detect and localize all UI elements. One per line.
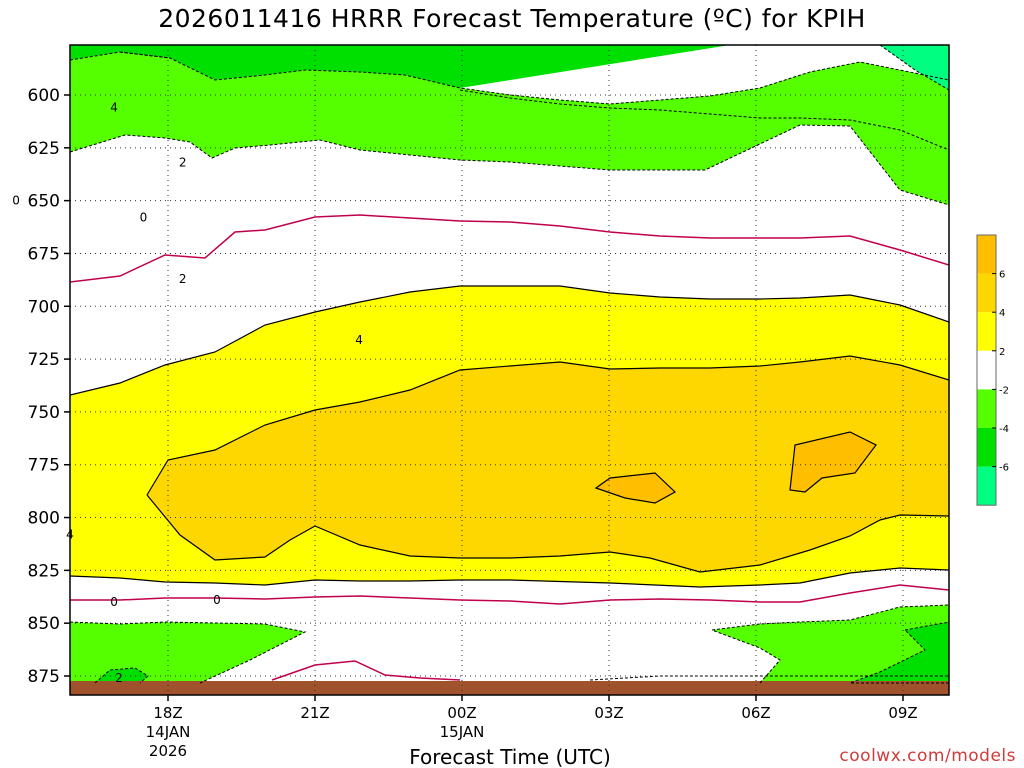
credit-text: coolwx.com/models (839, 746, 1016, 766)
fill-green-upper-2 (70, 52, 949, 150)
contour-orange-1 (594, 472, 677, 504)
contour-label: 4 (355, 333, 363, 347)
fill-green-lower-right (712, 605, 949, 683)
x-tick-label: 06Z (741, 704, 770, 722)
contour-label: 2 (115, 671, 123, 685)
fill-orange-blob-2 (790, 432, 876, 492)
y-tick-label: 775 (28, 456, 60, 476)
x-tick-label: 03Z (594, 704, 623, 722)
contour-lines (70, 45, 949, 684)
contour-dashed-upper-top (70, 51, 949, 105)
y-tick-label: 800 (28, 509, 60, 529)
fill-orange-blob-1 (596, 473, 675, 503)
fill-green-upper (70, 52, 949, 205)
contour-label: 0 (140, 211, 148, 225)
contour-dashed-surface (589, 675, 949, 681)
y-tick-label: 650 (28, 192, 60, 212)
x-tick-label: 18Z (153, 704, 182, 722)
y-tick-label: 850 (28, 614, 60, 634)
colorbar-label: 4 (999, 308, 1005, 319)
contour-label: 4 (110, 101, 118, 115)
y-tick-label: 725 (28, 350, 60, 370)
contour-zero-lower (70, 584, 949, 605)
contour-dashed-lower-right-2 (849, 621, 949, 684)
x-tick-label: 00Z (447, 704, 476, 722)
fill-green-lower-left (70, 622, 305, 683)
x-tick-label: 09Z (888, 704, 917, 722)
contour-fills (70, 45, 949, 695)
colorbar-label: -6 (999, 463, 1009, 474)
fill-cyan-corner (880, 45, 949, 90)
x-tick-sublabel: 15JAN (440, 723, 485, 741)
contour-2-lower (70, 567, 949, 588)
colorbar-label: -4 (999, 424, 1009, 435)
y-tick-label: 825 (28, 561, 60, 581)
colorbar: 6 4 2 -2 -4 -6 (976, 234, 1009, 506)
contour-label: 0 (110, 595, 118, 609)
contour-dashed-4 (119, 51, 949, 151)
plot-frame (69, 44, 950, 696)
x-tick-sublabel: 14JAN (146, 723, 191, 741)
y-tick-label: 600 (28, 86, 60, 106)
colorbar-swatch (977, 235, 996, 274)
colorbar-label: 2 (999, 347, 1005, 358)
colorbar-label: -2 (999, 385, 1009, 396)
contour-orange-2 (789, 431, 877, 493)
contour-zero-lowest (271, 660, 461, 681)
contour-2-upper (70, 285, 949, 396)
contour-dashed-lower-right (711, 604, 949, 684)
contour-dashed-lower-left (70, 621, 307, 684)
x-tick-label: 21Z (300, 704, 329, 722)
contour-dashed-2 (70, 124, 949, 206)
colorbar-swatch (977, 466, 996, 506)
contour-label: 0 (213, 593, 221, 607)
y-tick-label: 875 (28, 667, 60, 687)
y-tick-label: 625 (28, 139, 60, 159)
chart-title: 2026011416 HRRR Forecast Temperature (ºC… (158, 4, 866, 33)
contour-zero-upper (70, 214, 949, 283)
contour-label: 0 (12, 194, 20, 208)
colorbar-label: 6 (999, 270, 1005, 281)
colorbar-swatch (977, 350, 996, 390)
contour-label: 2 (179, 156, 187, 170)
y-tick-label: 675 (28, 244, 60, 264)
contour-label: 2 (179, 272, 187, 286)
contour-4 (146, 355, 949, 573)
colorbar-frame (976, 234, 997, 506)
ground-fill (70, 681, 949, 695)
x-tick-sublabel: 2026 (149, 742, 187, 760)
colorbar-swatch (977, 312, 996, 351)
y-tick-label: 750 (28, 403, 60, 423)
colorbar-swatch (977, 389, 996, 428)
x-axis-title: Forecast Time (UTC) (409, 745, 611, 768)
y-tick-label: 700 (28, 297, 60, 317)
fill-darkgreen-lower-right (850, 622, 949, 683)
colorbar-swatch (977, 428, 996, 467)
colorbar-swatch (977, 273, 996, 313)
y-axis: 600 625 650 675 700 725 750 775 800 825 850 875 (28, 86, 70, 687)
fill-gold-core (147, 356, 949, 572)
